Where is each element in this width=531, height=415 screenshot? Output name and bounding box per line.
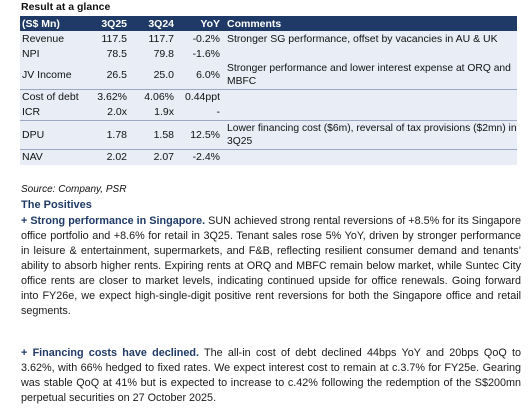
paragraph-body: SUN achieved strong rental reversions of… <box>21 215 521 317</box>
table-header-row: (S$ Mn) 3Q25 3Q24 YoY Comments <box>20 16 517 31</box>
row-metric: NPI <box>22 47 40 60</box>
row-3q24: 117.7 <box>148 32 175 45</box>
row-yoy: -2.4% <box>174 148 220 165</box>
row-comment <box>220 88 517 105</box>
row-metric: NAV <box>20 148 89 165</box>
row-comment: Lower financing cost ($6m), reversal of … <box>220 119 517 149</box>
header-yoy: YoY <box>200 17 220 30</box>
row-yoy: -1.6% <box>192 47 220 60</box>
paragraph-strong-performance: + Strong performance in Singapore. SUN a… <box>21 214 521 319</box>
row-3q25: 2.0x <box>107 106 127 119</box>
paragraph-lead: + Financing costs have declined. <box>21 347 199 359</box>
table-row: DPU 1.78 1.58 12.5% Lower financing cost… <box>20 119 517 149</box>
row-yoy: - <box>216 106 221 119</box>
row-yoy: 12.5% <box>174 119 220 149</box>
row-3q25: 1.78 <box>89 119 127 149</box>
row-3q25: 3.62% <box>89 88 127 105</box>
row-comment <box>220 105 517 120</box>
row-3q24: 4.06% <box>127 88 174 105</box>
row-3q24: 1.58 <box>127 119 174 149</box>
header-3q24: 3Q24 <box>148 17 174 30</box>
row-yoy: -0.2% <box>192 32 220 45</box>
row-comment <box>220 46 517 61</box>
row-3q24: 79.8 <box>153 47 174 60</box>
table-row: JV Income 26.5 25.0 6.0% Stronger perfor… <box>20 61 517 89</box>
row-3q24: 2.07 <box>127 148 174 165</box>
row-comment <box>220 148 517 165</box>
row-3q25: 26.5 <box>106 68 127 81</box>
row-3q24: 25.0 <box>153 68 174 81</box>
row-metric: Revenue <box>22 32 65 45</box>
row-metric: DPU <box>20 119 89 149</box>
table-row: Revenue 117.5 117.7 -0.2% Stronger SG pe… <box>20 31 517 46</box>
row-metric: ICR <box>22 106 41 119</box>
row-3q25: 2.02 <box>89 148 127 165</box>
table-row: NPI 78.5 79.8 -1.6% <box>20 46 517 61</box>
header-3q25: 3Q25 <box>101 17 127 30</box>
row-yoy: 6.0% <box>196 68 220 81</box>
table-row: ICR 2.0x 1.9x - <box>20 105 517 120</box>
results-table: (S$ Mn) 3Q25 3Q24 YoY Comments Revenue 1… <box>20 16 517 165</box>
header-metric: (S$ Mn) <box>22 17 60 30</box>
section-heading: The Positives <box>21 199 92 211</box>
row-metric: JV Income <box>22 68 72 81</box>
table-row: NAV 2.02 2.07 -2.4% <box>20 148 517 165</box>
source-note: Source: Company, PSR <box>21 184 127 195</box>
row-3q25: 117.5 <box>101 32 128 45</box>
header-comments: Comments <box>227 17 282 30</box>
row-3q24: 1.9x <box>154 106 174 119</box>
paragraph-financing-costs: + Financing costs have declined. The all… <box>21 346 521 406</box>
paragraph-lead: + Strong performance in Singapore. <box>21 215 206 227</box>
row-comment: Stronger SG performance, offset by vacan… <box>227 32 498 45</box>
row-metric: Cost of debt <box>20 88 89 105</box>
row-comment: Stronger performance and lower interest … <box>227 62 511 87</box>
row-yoy: 0.44ppt <box>174 88 220 105</box>
table-row: Cost of debt 3.62% 4.06% 0.44ppt <box>20 88 517 105</box>
paragraph-body: The all-in cost of debt declined 44bps Y… <box>21 347 521 404</box>
row-3q25: 78.5 <box>106 47 127 60</box>
table-title: Result at a glance <box>21 1 111 13</box>
